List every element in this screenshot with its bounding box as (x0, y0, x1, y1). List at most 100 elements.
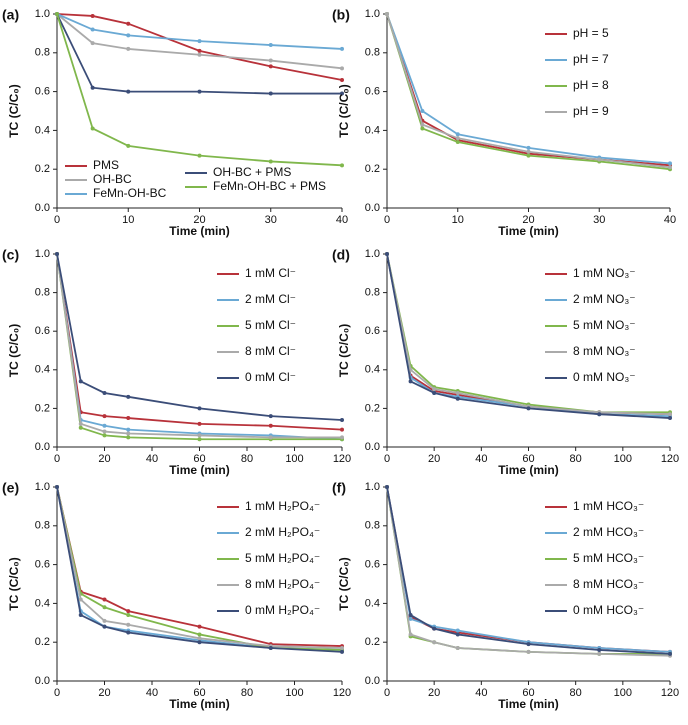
x-axis-label: Time (min) (169, 463, 229, 477)
data-point (197, 39, 202, 44)
series-line (386, 13, 671, 167)
data-point (126, 613, 131, 618)
series-line (56, 253, 343, 421)
data-point (197, 89, 202, 94)
x-tick-label: 40 (146, 687, 158, 699)
data-point (126, 622, 131, 627)
y-tick-label: 0.4 (365, 364, 380, 376)
y-tick-label: 0.2 (365, 402, 380, 414)
x-tick-label: 80 (241, 453, 253, 465)
y-tick-label: 1.0 (35, 248, 50, 260)
y-tick-label: 0.4 (365, 597, 380, 609)
data-point (90, 27, 95, 32)
x-tick-label: 100 (614, 687, 632, 699)
data-point (420, 122, 425, 127)
data-point (102, 618, 107, 623)
data-point (102, 390, 107, 395)
y-tick-label: 0.0 (365, 675, 380, 687)
legend-label: pH = 8 (573, 78, 609, 92)
data-point (268, 58, 273, 63)
data-point (340, 435, 344, 440)
x-tick-label: 80 (570, 453, 582, 465)
data-point (668, 165, 672, 170)
y-tick-label: 0.8 (35, 287, 50, 299)
y-tick-label: 0.6 (365, 86, 380, 98)
x-tick-label: 80 (241, 687, 253, 699)
data-point (197, 640, 202, 645)
data-point (385, 252, 389, 256)
data-point (126, 33, 131, 38)
data-point (197, 624, 202, 629)
data-point (340, 646, 344, 651)
data-point (455, 646, 460, 651)
x-tick-label: 20 (428, 687, 440, 699)
data-point (420, 126, 425, 131)
data-point (268, 64, 273, 69)
legend-label: 2 mM HCO₃⁻ (573, 525, 644, 539)
series-line (386, 13, 671, 165)
y-tick-label: 0.4 (35, 124, 50, 136)
y-tick-label: 1.0 (365, 481, 380, 493)
x-tick-label: 40 (146, 453, 158, 465)
data-point (526, 145, 531, 150)
data-point (102, 433, 107, 438)
data-point (455, 390, 460, 395)
data-point (455, 140, 460, 145)
data-point (55, 252, 59, 256)
legend-label: 8 mM H₂PO₄⁻ (245, 577, 320, 591)
y-tick-label: 0.4 (35, 364, 50, 376)
data-point (126, 609, 131, 614)
panel-label: (f) (332, 480, 346, 496)
data-point (340, 649, 344, 654)
data-point (408, 379, 413, 384)
y-axis-label: TC (C/C₀) (7, 324, 21, 377)
x-tick-label: 60 (522, 453, 534, 465)
data-point (432, 626, 437, 631)
data-point (126, 46, 131, 51)
data-point (197, 632, 202, 637)
data-point (432, 390, 437, 395)
y-tick-label: 0.8 (35, 47, 50, 59)
data-point (197, 48, 202, 53)
x-tick-label: 100 (614, 453, 632, 465)
data-point (340, 417, 344, 422)
data-point (268, 159, 273, 164)
y-axis-label: TC (C/C₀) (337, 84, 351, 137)
series-line (56, 13, 343, 167)
data-point (455, 132, 460, 137)
data-point (126, 143, 131, 148)
y-axis-label: TC (C/C₀) (337, 324, 351, 377)
legend-label: pH = 5 (573, 26, 609, 40)
legend-label: 0 mM Cl⁻ (245, 370, 296, 384)
x-tick-label: 80 (570, 687, 582, 699)
data-point (90, 126, 95, 131)
y-tick-label: 1.0 (365, 8, 380, 20)
y-tick-label: 0.2 (365, 636, 380, 648)
data-point (668, 651, 672, 656)
data-point (268, 91, 273, 96)
legend-label: 0 mM NO₃⁻ (573, 370, 636, 384)
legend-label: 8 mM NO₃⁻ (573, 344, 636, 358)
y-tick-label: 0.8 (365, 520, 380, 532)
series-line (56, 13, 342, 95)
series-line (56, 13, 343, 70)
data-point (340, 163, 344, 168)
data-point (526, 149, 531, 154)
data-point (526, 406, 531, 411)
data-point (78, 597, 83, 602)
series-line (56, 253, 343, 441)
legend-label: 8 mM Cl⁻ (245, 344, 296, 358)
y-tick-label: 0.8 (35, 520, 50, 532)
x-tick-label: 0 (384, 214, 390, 226)
panel-label: (e) (2, 480, 19, 496)
y-tick-label: 0.0 (35, 675, 50, 687)
x-tick-label: 100 (285, 687, 303, 699)
y-tick-label: 1.0 (35, 481, 50, 493)
data-point (102, 597, 107, 602)
legend-label: 1 mM H₂PO₄⁻ (245, 499, 320, 513)
y-tick-label: 0.2 (365, 163, 380, 175)
data-point (78, 425, 83, 430)
data-point (668, 161, 672, 166)
data-point (55, 12, 59, 16)
data-point (90, 85, 95, 90)
